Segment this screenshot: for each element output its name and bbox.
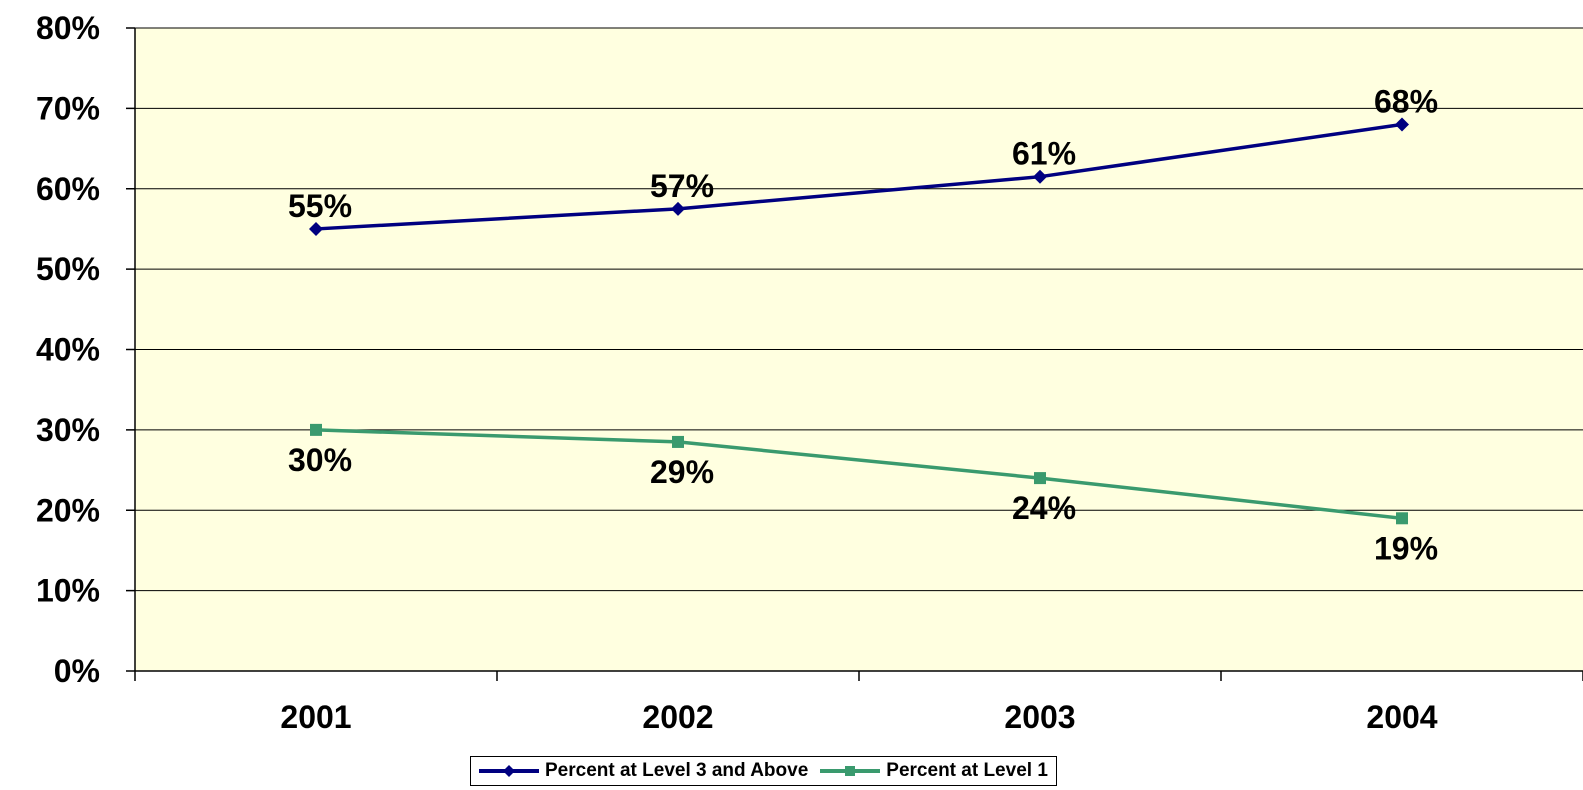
data-point: [672, 435, 684, 448]
x-tick-label: 2001: [280, 699, 351, 735]
data-label: 30%: [288, 442, 352, 478]
x-tick-label: 2004: [1366, 699, 1437, 735]
x-tick-labels: 2001 2002 2003 2004: [280, 699, 1437, 735]
y-tick-label: 80%: [36, 10, 100, 46]
legend-item-level3: Percent at Level 3 and Above: [479, 760, 808, 782]
series-1: 55% 57% 61% 68%: [288, 83, 1438, 236]
axes: [134, 28, 1583, 681]
legend-swatch-level1: [820, 766, 881, 776]
data-label: 29%: [650, 454, 714, 490]
series-layer: 55% 57% 61% 68% 30% 29% 24% 19%: [288, 83, 1438, 566]
y-tick-label: 20%: [36, 492, 100, 528]
y-tick-label: 40%: [36, 332, 100, 368]
legend-item-level1: Percent at Level 1: [820, 760, 1048, 782]
x-tick-label: 2003: [1004, 699, 1075, 735]
legend-label-level1: Percent at Level 1: [886, 760, 1048, 781]
legend-swatch-level3: [479, 765, 539, 777]
data-label: 55%: [288, 188, 352, 224]
y-tick-label: 10%: [36, 573, 100, 609]
data-point: [1034, 472, 1046, 485]
legend: Percent at Level 3 and Above Percent at …: [470, 756, 1057, 786]
y-tick-label: 50%: [36, 251, 100, 287]
y-tick-labels: 0% 10% 20% 30% 40% 50% 60% 70% 80%: [36, 10, 100, 689]
series-line: [315, 428, 1403, 521]
series-line: [315, 122, 1403, 231]
series-2: 30% 29% 24% 19%: [288, 423, 1438, 566]
data-point: [671, 201, 685, 216]
data-label: 61%: [1012, 136, 1076, 172]
x-tick-label: 2002: [642, 699, 713, 735]
data-label: 24%: [1012, 490, 1076, 526]
data-label: 68%: [1374, 83, 1438, 119]
y-tick-label: 0%: [54, 653, 100, 689]
data-label: 57%: [650, 168, 714, 204]
gridlines: [126, 27, 1583, 672]
y-tick-label: 30%: [36, 412, 100, 448]
data-label: 19%: [1374, 530, 1438, 566]
data-point: [1033, 169, 1047, 184]
data-point: [1395, 117, 1409, 132]
y-tick-label: 70%: [36, 90, 100, 126]
line-chart: 0%10%20%30%40%50%60%70%80% 2001 2002 2003 2…: [36, 10, 1583, 735]
legend-label-level3: Percent at Level 3 and Above: [545, 760, 809, 781]
y-tick-label: 60%: [36, 171, 100, 207]
data-point: [1396, 512, 1408, 525]
data-point: [310, 423, 322, 436]
data-point: [309, 221, 323, 236]
